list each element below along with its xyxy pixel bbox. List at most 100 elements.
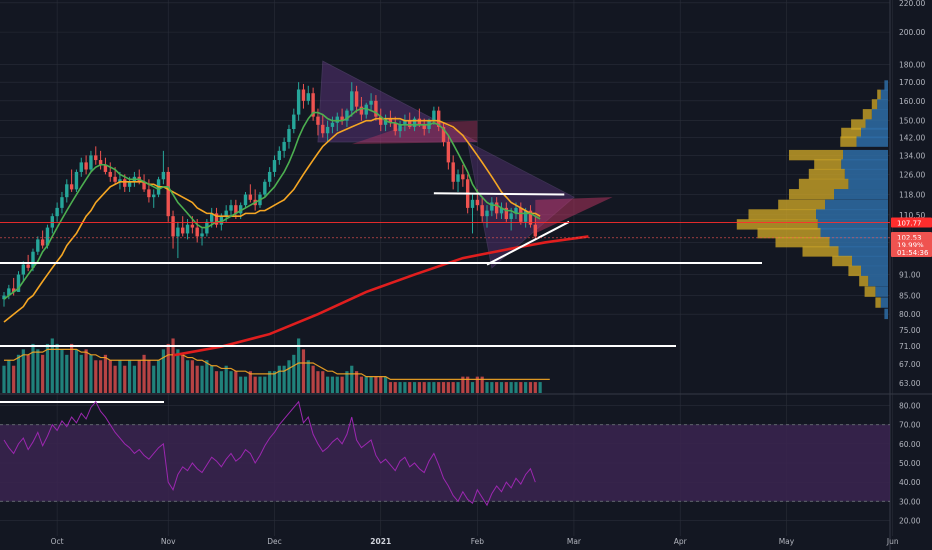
price-tick-label: 220.00 xyxy=(899,0,925,8)
rsi-tick-label: 40.00 xyxy=(899,478,921,487)
time-tick-label: May xyxy=(779,537,795,546)
candle-body xyxy=(103,164,108,172)
volume-bar xyxy=(480,376,484,393)
volume-bar xyxy=(345,371,349,393)
price-tag-label: 102.53 xyxy=(897,234,922,242)
volume-bar xyxy=(364,376,368,393)
rsi-pane xyxy=(0,400,890,507)
volume-bar xyxy=(210,365,214,393)
vp-bar-blue xyxy=(834,189,888,200)
volume-bar xyxy=(195,365,199,393)
price-tag-box xyxy=(891,232,932,243)
candle-body xyxy=(388,118,393,123)
candle-body xyxy=(181,227,185,234)
candle-body xyxy=(118,179,122,182)
candle-body xyxy=(533,224,537,237)
candle-body xyxy=(287,129,291,142)
volume-bar xyxy=(224,365,228,393)
candle-body xyxy=(84,162,88,170)
candle-body xyxy=(113,176,117,182)
candle-body xyxy=(494,202,499,214)
time-axis[interactable]: OctNovDec2021FebMarAprMayJunJul xyxy=(51,537,932,546)
time-tick-label: Dec xyxy=(267,537,282,546)
price-tick-label: 142.00 xyxy=(899,134,925,143)
price-tick-label: 200.00 xyxy=(899,28,925,37)
volume-bar xyxy=(181,354,185,393)
vp-bar-blue xyxy=(838,246,888,257)
volume-bar xyxy=(388,382,392,393)
candle-body xyxy=(514,207,518,214)
rsi-tick-label: 80.00 xyxy=(899,402,921,411)
volume-bar xyxy=(432,382,436,393)
vp-bar-gold xyxy=(789,149,843,161)
candle-body xyxy=(456,174,460,182)
volume-bar xyxy=(383,376,388,393)
vp-bar-gold xyxy=(851,119,866,130)
time-tick-label: Nov xyxy=(161,537,176,546)
price-tick-label: 160.00 xyxy=(899,97,925,106)
volume-bar xyxy=(243,376,248,393)
volume-bar xyxy=(156,360,161,393)
volume-bar xyxy=(451,382,455,393)
volume-bar xyxy=(369,376,373,393)
candle-body xyxy=(354,91,359,107)
vp-bar-gold xyxy=(789,189,834,200)
candle-body xyxy=(403,120,407,125)
volume-bar xyxy=(524,382,528,393)
vp-bar-blue xyxy=(880,297,888,308)
volume-tick-label: 63.00 xyxy=(899,379,921,388)
volume-bar xyxy=(79,354,83,393)
candle-body xyxy=(523,210,528,222)
volume-bar xyxy=(137,360,141,393)
candle-body xyxy=(55,207,59,217)
candle-body xyxy=(306,93,310,101)
candle-body xyxy=(330,122,335,127)
volume-bar xyxy=(219,371,223,393)
candle-body xyxy=(263,181,267,195)
price-axis[interactable]: 220.00 200.00 180.00 170.00 160.00 150.00 142.… xyxy=(899,0,925,525)
candle-body xyxy=(316,116,320,125)
volume-bar xyxy=(509,382,513,393)
vp-bar-blue xyxy=(861,265,888,277)
time-tick-label: Oct xyxy=(51,537,64,546)
candle-body xyxy=(321,124,325,134)
volume-bars xyxy=(2,338,550,393)
candle-body xyxy=(50,216,54,228)
candle-body xyxy=(490,202,494,211)
candle-body xyxy=(528,210,533,225)
volume-bar xyxy=(50,338,54,393)
volume-bar xyxy=(55,343,59,393)
volume-bar xyxy=(70,343,74,393)
candle-body xyxy=(437,110,441,127)
candle-body xyxy=(31,251,35,268)
candle-body xyxy=(364,104,368,115)
volume-bar xyxy=(427,382,431,393)
volume-bar xyxy=(89,354,93,393)
vp-bar-blue xyxy=(844,168,888,180)
candle-body xyxy=(408,120,412,127)
volume-bar xyxy=(335,376,339,393)
volume-bar xyxy=(166,343,170,393)
volume-bar xyxy=(340,376,344,393)
candle-body xyxy=(485,210,489,217)
volume-bar xyxy=(239,376,243,393)
volume-bar xyxy=(306,360,310,393)
vp-bar-gold xyxy=(802,246,839,257)
volume-bar xyxy=(263,376,267,393)
price-tag-box xyxy=(891,217,932,228)
candle-body xyxy=(74,171,79,190)
candle-body xyxy=(161,171,166,180)
volume-bar xyxy=(475,376,479,393)
volume-bar xyxy=(398,382,402,393)
volume-bar xyxy=(258,376,262,393)
candle-body xyxy=(108,171,112,177)
vp-bar-blue xyxy=(816,209,888,220)
candle-body xyxy=(393,122,397,132)
volume-bar xyxy=(127,360,132,393)
candle-body xyxy=(441,126,446,142)
volume-bar xyxy=(147,360,151,393)
price-tag-label: 01:54:36 xyxy=(897,249,929,257)
volume-bar xyxy=(272,371,277,393)
candle-body xyxy=(152,194,156,198)
